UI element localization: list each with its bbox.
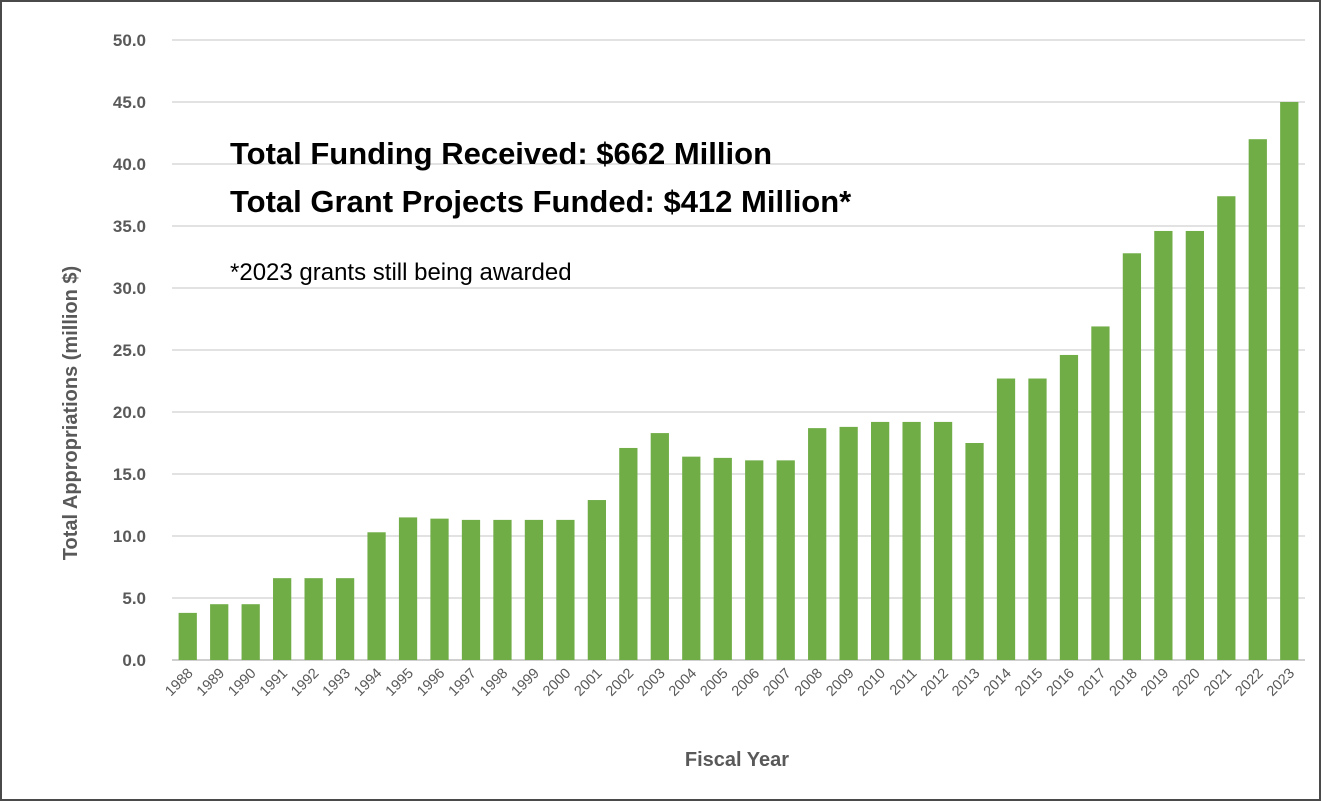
bar-1991 (273, 578, 292, 660)
bar-2006 (745, 460, 764, 660)
x-tick-label: 2008 (792, 666, 826, 700)
y-tick-label: 30.0 (113, 279, 146, 298)
y-tick-label: 0.0 (122, 651, 146, 670)
x-tick-label: 2012 (918, 666, 952, 700)
bar-1996 (430, 518, 449, 660)
x-tick-label: 2017 (1075, 666, 1109, 700)
bar-1995 (398, 517, 418, 660)
bar-2020 (1185, 230, 1204, 660)
total-grants-annotation: Total Grant Projects Funded: $412 Millio… (230, 184, 852, 219)
bar-2003 (650, 433, 669, 660)
y-tick-label: 15.0 (113, 465, 146, 484)
bar-2021 (1217, 196, 1236, 661)
y-tick-label: 10.0 (113, 527, 146, 546)
x-tick-label: 2016 (1044, 666, 1078, 700)
bar-2015 (1028, 378, 1047, 660)
y-tick-label: 45.0 (113, 93, 146, 112)
y-tick-label: 20.0 (113, 403, 146, 422)
x-tick-label: 1995 (383, 666, 417, 700)
x-tick-label: 2004 (666, 666, 700, 700)
x-tick-label: 2021 (1201, 666, 1235, 700)
y-tick-label: 40.0 (113, 155, 146, 174)
bar-1988 (178, 612, 197, 660)
bar-2005 (713, 457, 732, 660)
x-tick-label: 2005 (697, 666, 731, 700)
bar-2019 (1154, 230, 1173, 660)
bar-2016 (1059, 354, 1079, 660)
x-tick-label: 2007 (760, 666, 794, 700)
x-tick-label: 2010 (855, 666, 889, 700)
bar-1992 (304, 578, 323, 660)
x-tick-label: 1996 (414, 666, 448, 700)
bar-1994 (367, 532, 386, 660)
x-tick-label: 2019 (1138, 666, 1172, 700)
bar-1993 (335, 578, 355, 660)
x-tick-label: 2014 (981, 666, 1015, 700)
bar-2010 (870, 421, 890, 660)
bar-2002 (619, 447, 638, 660)
x-tick-label: 1997 (446, 666, 480, 700)
x-tick-label: 2020 (1170, 666, 1204, 700)
x-tick-label: 2003 (635, 666, 669, 700)
y-tick-label: 50.0 (113, 31, 146, 50)
x-tick-label: 1993 (320, 666, 354, 700)
x-tick-label: 1990 (225, 666, 259, 700)
x-axis-ticks: 1988198919901991199219931994199519961997… (162, 666, 1298, 700)
x-tick-label: 2018 (1107, 666, 1141, 700)
x-tick-label: 1999 (509, 666, 543, 700)
x-tick-label: 2015 (1012, 666, 1046, 700)
x-tick-label: 2022 (1232, 666, 1266, 700)
x-tick-label: 2009 (823, 666, 857, 700)
bar-2009 (839, 426, 858, 660)
x-tick-label: 2000 (540, 666, 574, 700)
bar-2004 (682, 456, 701, 660)
x-tick-label: 2011 (887, 666, 920, 699)
bar-1989 (210, 604, 229, 660)
bar-2022 (1248, 139, 1267, 660)
bar-1997 (461, 519, 481, 660)
bar-2013 (965, 443, 984, 660)
x-tick-label: 1992 (288, 666, 322, 700)
bar-1998 (493, 519, 512, 660)
bar-2001 (587, 500, 607, 660)
gridlines (172, 39, 1305, 661)
bar-2023 (1280, 102, 1299, 660)
bar-2014 (996, 378, 1016, 660)
bar-2017 (1091, 326, 1110, 660)
bar-2018 (1122, 253, 1142, 660)
bar-2007 (776, 460, 795, 660)
y-axis-title: Total Appropriations (million $) (60, 266, 82, 560)
x-tick-label: 1994 (351, 666, 385, 700)
y-tick-label: 25.0 (113, 341, 146, 360)
x-tick-label: 2013 (949, 666, 983, 700)
total-funding-annotation: Total Funding Received: $662 Million (230, 136, 772, 171)
bars (178, 102, 1299, 661)
bar-2012 (933, 421, 953, 660)
bar-1990 (241, 604, 260, 660)
y-axis-ticks: 0.0 5.0 10.0 15.0 20.0 25.0 30.0 35.0 40.0 45.0 50… (113, 31, 146, 670)
footnote-annotation: *2023 grants still being awarded (230, 259, 572, 286)
x-tick-label: 1988 (162, 666, 196, 700)
y-tick-label: 5.0 (122, 589, 146, 608)
x-axis-title: Fiscal Year (685, 749, 789, 771)
bar-2011 (902, 421, 921, 660)
x-tick-label: 2023 (1264, 666, 1298, 700)
x-tick-label: 1991 (257, 666, 291, 700)
x-tick-label: 2001 (572, 666, 606, 700)
x-tick-label: 2006 (729, 666, 763, 700)
bar-2000 (556, 519, 575, 660)
x-tick-label: 1989 (194, 666, 228, 700)
x-tick-label: 2002 (603, 666, 637, 700)
bar-1999 (524, 519, 544, 660)
y-tick-label: 35.0 (113, 217, 146, 236)
bar-2008 (808, 428, 827, 660)
x-tick-label: 1998 (477, 666, 511, 700)
